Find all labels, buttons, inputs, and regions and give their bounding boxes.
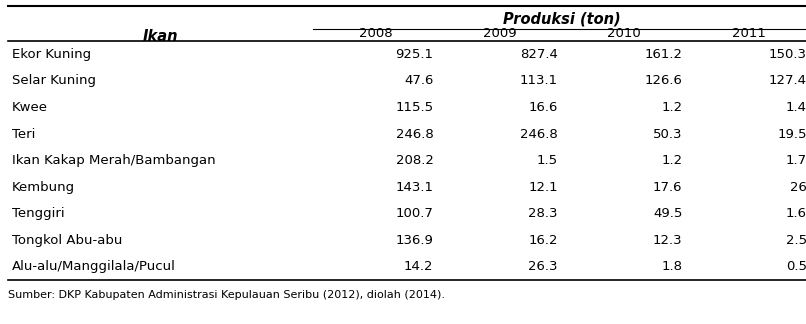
- Text: Ikan Kakap Merah/Bambangan: Ikan Kakap Merah/Bambangan: [12, 154, 216, 167]
- Text: 827.4: 827.4: [520, 48, 558, 61]
- Text: Ekor Kuning: Ekor Kuning: [12, 48, 91, 61]
- Text: 26.3: 26.3: [529, 260, 558, 273]
- Text: Teri: Teri: [12, 128, 35, 141]
- Text: 17.6: 17.6: [653, 181, 683, 194]
- Text: 925.1: 925.1: [396, 48, 434, 61]
- Text: 1.6: 1.6: [786, 207, 806, 220]
- Text: 2010: 2010: [608, 27, 641, 40]
- Text: 12.1: 12.1: [529, 181, 558, 194]
- Text: Tenggiri: Tenggiri: [12, 207, 64, 220]
- Text: 19.5: 19.5: [778, 128, 806, 141]
- Text: 2011: 2011: [732, 27, 766, 40]
- Text: 113.1: 113.1: [520, 75, 558, 87]
- Text: Ikan: Ikan: [143, 29, 178, 44]
- Text: 0.5: 0.5: [786, 260, 806, 273]
- Text: Selar Kuning: Selar Kuning: [12, 75, 96, 87]
- Text: Produksi (ton): Produksi (ton): [503, 12, 621, 27]
- Text: 143.1: 143.1: [396, 181, 434, 194]
- Text: 2008: 2008: [359, 27, 393, 40]
- Text: 2009: 2009: [483, 27, 517, 40]
- Text: Sumber: DKP Kabupaten Administrasi Kepulauan Seribu (2012), diolah (2014).: Sumber: DKP Kabupaten Administrasi Kepul…: [8, 290, 445, 300]
- Text: 1.2: 1.2: [661, 154, 683, 167]
- Text: 208.2: 208.2: [396, 154, 434, 167]
- Text: 100.7: 100.7: [396, 207, 434, 220]
- Text: Tongkol Abu-abu: Tongkol Abu-abu: [12, 234, 123, 247]
- Text: 150.3: 150.3: [769, 48, 806, 61]
- Text: 1.7: 1.7: [786, 154, 806, 167]
- Text: 1.4: 1.4: [786, 101, 806, 114]
- Text: 136.9: 136.9: [396, 234, 434, 247]
- Text: 246.8: 246.8: [396, 128, 434, 141]
- Text: 161.2: 161.2: [645, 48, 683, 61]
- Text: 49.5: 49.5: [653, 207, 683, 220]
- Text: 126.6: 126.6: [645, 75, 683, 87]
- Text: 115.5: 115.5: [396, 101, 434, 114]
- Text: 12.3: 12.3: [653, 234, 683, 247]
- Text: 2.5: 2.5: [786, 234, 806, 247]
- Text: 16.6: 16.6: [529, 101, 558, 114]
- Text: 246.8: 246.8: [520, 128, 558, 141]
- Text: 16.2: 16.2: [529, 234, 558, 247]
- Text: Kwee: Kwee: [12, 101, 48, 114]
- Text: 47.6: 47.6: [404, 75, 434, 87]
- Text: Alu-alu/Manggilala/Pucul: Alu-alu/Manggilala/Pucul: [12, 260, 176, 273]
- Text: 50.3: 50.3: [653, 128, 683, 141]
- Text: 1.5: 1.5: [537, 154, 558, 167]
- Text: 1.8: 1.8: [662, 260, 683, 273]
- Text: 28.3: 28.3: [529, 207, 558, 220]
- Text: 14.2: 14.2: [404, 260, 434, 273]
- Text: 26: 26: [790, 181, 806, 194]
- Text: Kembung: Kembung: [12, 181, 75, 194]
- Text: 1.2: 1.2: [661, 101, 683, 114]
- Text: 127.4: 127.4: [769, 75, 806, 87]
